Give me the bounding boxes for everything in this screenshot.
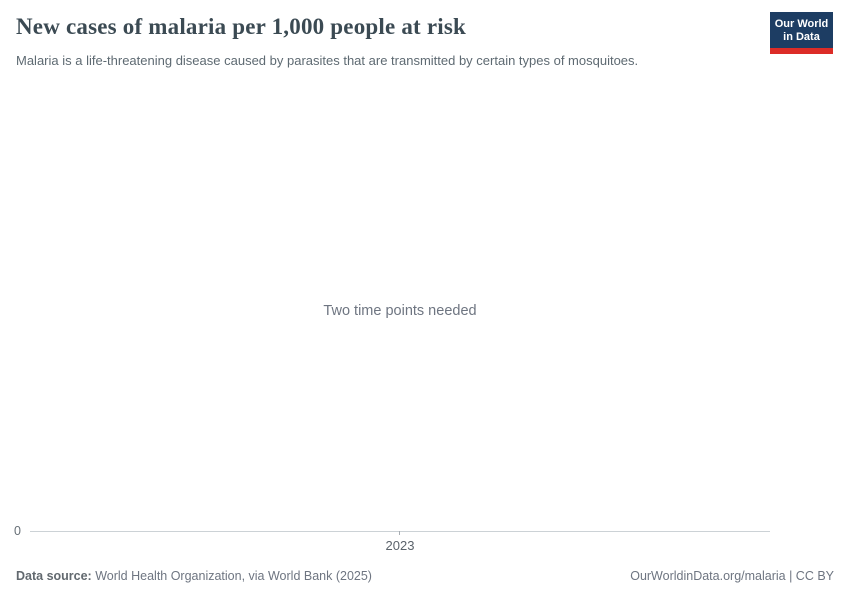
empty-chart-message: Two time points needed	[323, 303, 477, 319]
data-source-value: World Health Organization, via World Ban…	[95, 569, 372, 583]
y-axis-zero-label: 0	[14, 524, 21, 538]
owid-logo: Our World in Data	[770, 12, 833, 54]
data-source: Data source: World Health Organization, …	[16, 569, 372, 583]
page-title: New cases of malaria per 1,000 people at…	[16, 14, 466, 39]
x-axis-line	[30, 531, 770, 532]
page-subtitle: Malaria is a life-threatening disease ca…	[16, 53, 639, 68]
owid-credit-link[interactable]: OurWorldinData.org/malaria | CC BY	[630, 569, 834, 583]
logo-line-1: Our World	[774, 17, 829, 30]
logo-accent-bar	[770, 48, 833, 54]
logo-line-2: in Data	[783, 31, 820, 43]
x-axis-tick	[399, 531, 400, 535]
x-axis-tick-label: 2023	[385, 538, 415, 553]
chart-footer: Data source: World Health Organization, …	[16, 569, 834, 583]
data-source-label: Data source:	[16, 569, 92, 583]
